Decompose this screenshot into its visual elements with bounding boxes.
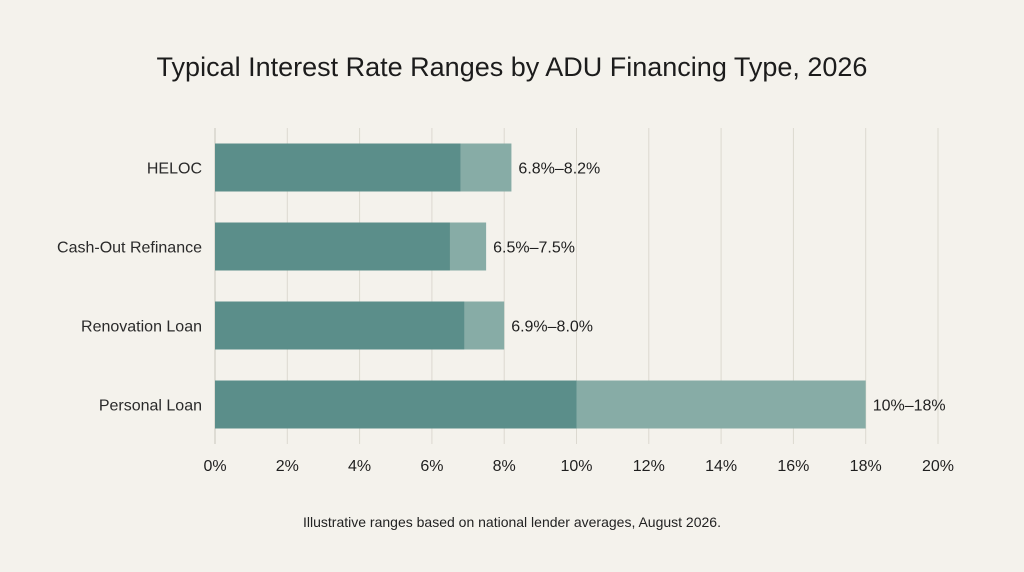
x-tick-label: 20% xyxy=(922,458,954,475)
bar-range xyxy=(576,380,866,429)
data-label: 6.8%–8.2% xyxy=(518,161,600,178)
x-tick-label: 0% xyxy=(203,458,226,475)
bar-base xyxy=(215,222,450,271)
x-tick-label: 16% xyxy=(777,458,809,475)
data-label: 10%–18% xyxy=(873,398,946,415)
x-tick-label: 8% xyxy=(493,458,516,475)
category-label: Renovation Loan xyxy=(81,319,202,336)
category-label: Personal Loan xyxy=(99,398,202,415)
data-label: 6.5%–7.5% xyxy=(493,240,575,257)
category-label: Cash-Out Refinance xyxy=(57,240,202,257)
bar-range xyxy=(460,143,512,192)
chart-footnote: Illustrative ranges based on national le… xyxy=(303,514,721,530)
bar-range xyxy=(464,301,505,350)
x-tick-label: 2% xyxy=(276,458,299,475)
x-tick-label: 4% xyxy=(348,458,371,475)
x-tick-label: 10% xyxy=(560,458,592,475)
data-label: 6.9%–8.0% xyxy=(511,319,593,336)
x-tick-label: 14% xyxy=(705,458,737,475)
bar-base xyxy=(215,143,461,192)
category-label: HELOC xyxy=(147,161,202,178)
bar-range xyxy=(449,222,487,271)
x-tick-label: 6% xyxy=(420,458,443,475)
x-tick-label: 12% xyxy=(633,458,665,475)
x-tick-label: 18% xyxy=(850,458,882,475)
bar-base xyxy=(215,380,577,429)
bar-base xyxy=(215,301,465,350)
chart-title: Typical Interest Rate Ranges by ADU Fina… xyxy=(156,52,868,82)
